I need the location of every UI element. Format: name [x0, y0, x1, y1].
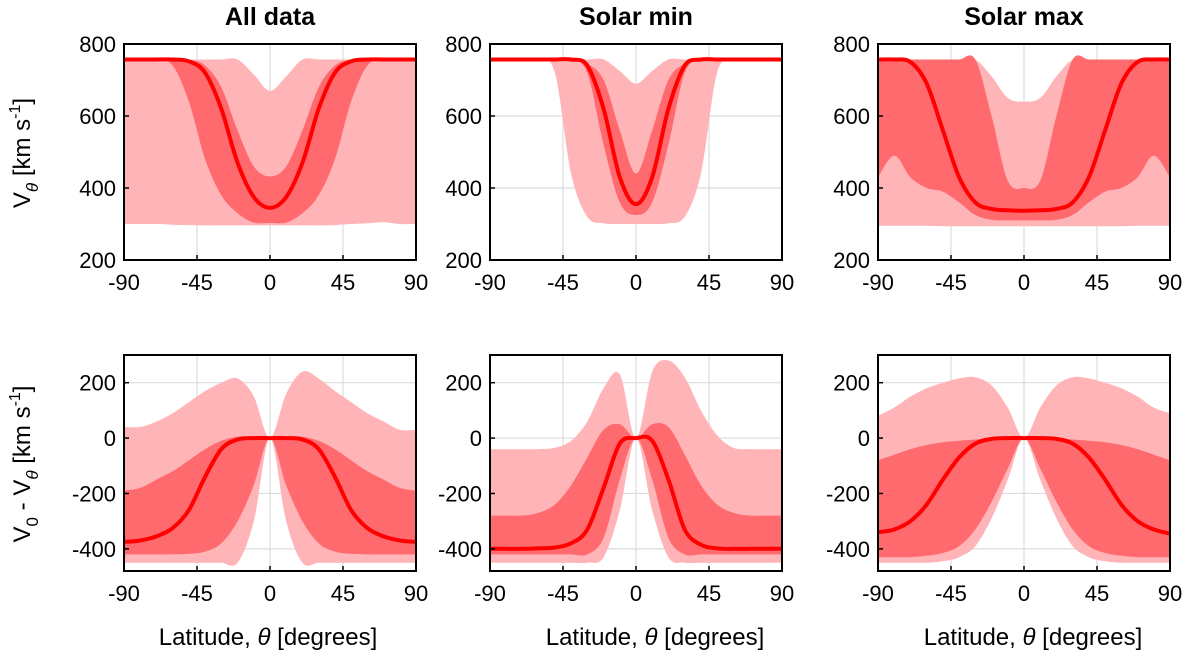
- panel-3-ytick-label-0: 200: [833, 248, 870, 273]
- panel-3-title: Solar max: [964, 3, 1084, 31]
- panel-2-plot-area: [490, 57, 782, 225]
- panel-5-median-line: [490, 434, 782, 551]
- panel-3-xtick-label-1: -45: [935, 270, 967, 295]
- panel-1: -90 -45 0 45 90 200 400 600 800 All data: [79, 3, 428, 295]
- panel-4-plot-area: [124, 371, 416, 566]
- panel-2-title: Solar min: [579, 3, 693, 31]
- panel-1-median-line: [124, 57, 416, 210]
- panel-1-xtick-label-4: 90: [404, 270, 428, 295]
- panel-6-xtick-label-3: 45: [1085, 581, 1109, 606]
- panel-1-inner-band: [124, 59, 416, 224]
- panel-2-xtick-label-3: 45: [697, 270, 721, 295]
- panel-4-inner-band: [124, 436, 416, 555]
- panel-5-plot-area: [490, 360, 782, 564]
- panel-2: -90 -45 0 45 90 200 400 600 800 Solar min: [445, 3, 794, 295]
- panel-3: -90 -45 0 45 90 200 400 600 800 Solar max: [833, 3, 1182, 295]
- panel-1-xtick-label-0: -90: [108, 270, 140, 295]
- panel-3-median-line: [878, 57, 1170, 213]
- panel-4-median-line: [124, 435, 416, 544]
- panel-3-inner-band: [878, 55, 1170, 221]
- panel-1-xtick-label-1: -45: [181, 270, 213, 295]
- panel-3-plot-area: [878, 55, 1170, 227]
- panel-4-ytick-label-0: -400: [72, 537, 116, 562]
- panel-1-ytick-label-0: 200: [79, 248, 116, 273]
- panel-5-ytick-label-2: 0: [470, 426, 482, 451]
- panel-2-xtick-label-2: 0: [630, 270, 642, 295]
- panel-5-xtick-label-4: 90: [770, 581, 794, 606]
- panel-4-xtick-label-3: 45: [331, 581, 355, 606]
- panel-4-xtick-label-4: 90: [404, 581, 428, 606]
- panel-6-median-line: [878, 436, 1170, 536]
- panel-4-xtick-label-1: -45: [181, 581, 213, 606]
- panel-3-xtick-label-3: 45: [1085, 270, 1109, 295]
- panel-6-xtick-label-2: 0: [1018, 581, 1030, 606]
- panel-3-xtick-label-4: 90: [1158, 270, 1182, 295]
- panel-4-ytick-label-1: -200: [72, 481, 116, 506]
- panel-1-ytick-label-2: 600: [79, 104, 116, 129]
- top-row-y-label: Vθ [km s-1]: [7, 98, 42, 208]
- panel-5-ytick-label-0: -400: [438, 537, 482, 562]
- panel-1-ytick-label-1: 400: [79, 176, 116, 201]
- panel-2-outer-band: [490, 58, 782, 225]
- x-axis-label-col2: Latitude, θ [degrees]: [546, 624, 765, 651]
- x-axis-label-col1: Latitude, θ [degrees]: [159, 624, 378, 651]
- panel-5-inner-band: [490, 422, 782, 556]
- panel-6-ytick-label-0: -400: [826, 537, 870, 562]
- panel-5-xtick-label-3: 45: [697, 581, 721, 606]
- panel-2-ytick-label-1: 400: [445, 176, 482, 201]
- panel-6-ytick-label-2: 0: [858, 426, 870, 451]
- panel-2-xtick-label-1: -45: [547, 270, 579, 295]
- panel-6-plot-area: [878, 376, 1170, 563]
- panel-4: -90 -45 0 45 90 -400 -200 0 200: [72, 354, 428, 606]
- panel-6-ytick-label-1: -200: [826, 481, 870, 506]
- panel-3-ytick-label-2: 600: [833, 104, 870, 129]
- x-axis-label-col3: Latitude, θ [degrees]: [924, 624, 1143, 651]
- panels-group: -90 -45 0 45 90 200 400 600 800 All data -90 -45 0 45…: [72, 3, 1182, 606]
- panel-5-xtick-label-2: 0: [630, 581, 642, 606]
- panel-5-xtick-label-1: -45: [547, 581, 579, 606]
- panel-4-xtick-label-0: -90: [108, 581, 140, 606]
- panel-6: -90 -45 0 45 90 -400 -200 0 200: [826, 354, 1182, 606]
- panel-1-xtick-label-2: 0: [264, 270, 276, 295]
- panel-3-ytick-label-1: 400: [833, 176, 870, 201]
- panel-2-xtick-label-0: -90: [474, 270, 506, 295]
- panel-5-ytick-label-3: 200: [445, 371, 482, 396]
- panel-3-xtick-label-2: 0: [1018, 270, 1030, 295]
- panel-1-title: All data: [225, 3, 316, 31]
- panel-5-xtick-label-0: -90: [474, 581, 506, 606]
- panel-6-xtick-label-1: -45: [935, 581, 967, 606]
- panel-2-median-line: [490, 57, 782, 207]
- panel-4-ytick-label-3: 200: [79, 371, 116, 396]
- panel-6-xtick-label-4: 90: [1158, 581, 1182, 606]
- panel-3-xtick-label-0: -90: [862, 270, 894, 295]
- panel-2-inner-band: [490, 58, 782, 216]
- panel-2-ytick-label-2: 600: [445, 104, 482, 129]
- panel-1-xtick-label-3: 45: [331, 270, 355, 295]
- panel-4-xtick-label-2: 0: [264, 581, 276, 606]
- panel-2-ytick-label-0: 200: [445, 248, 482, 273]
- panel-5-ytick-label-1: -200: [438, 481, 482, 506]
- panel-1-ytick-label-3: 800: [79, 32, 116, 57]
- bottom-row-y-label: V0 - Vθ [km s-1]: [7, 386, 42, 543]
- panel-3-ytick-label-3: 800: [833, 32, 870, 57]
- panel-6-xtick-label-0: -90: [862, 581, 894, 606]
- panel-5: -90 -45 0 45 90 -400 -200 0 200: [438, 354, 794, 606]
- panel-2-ytick-label-3: 800: [445, 32, 482, 57]
- panel-2-xtick-label-4: 90: [770, 270, 794, 295]
- panel-1-plot-area: [124, 57, 416, 226]
- panel-4-ytick-label-2: 0: [104, 426, 116, 451]
- panel-6-ytick-label-3: 200: [833, 371, 870, 396]
